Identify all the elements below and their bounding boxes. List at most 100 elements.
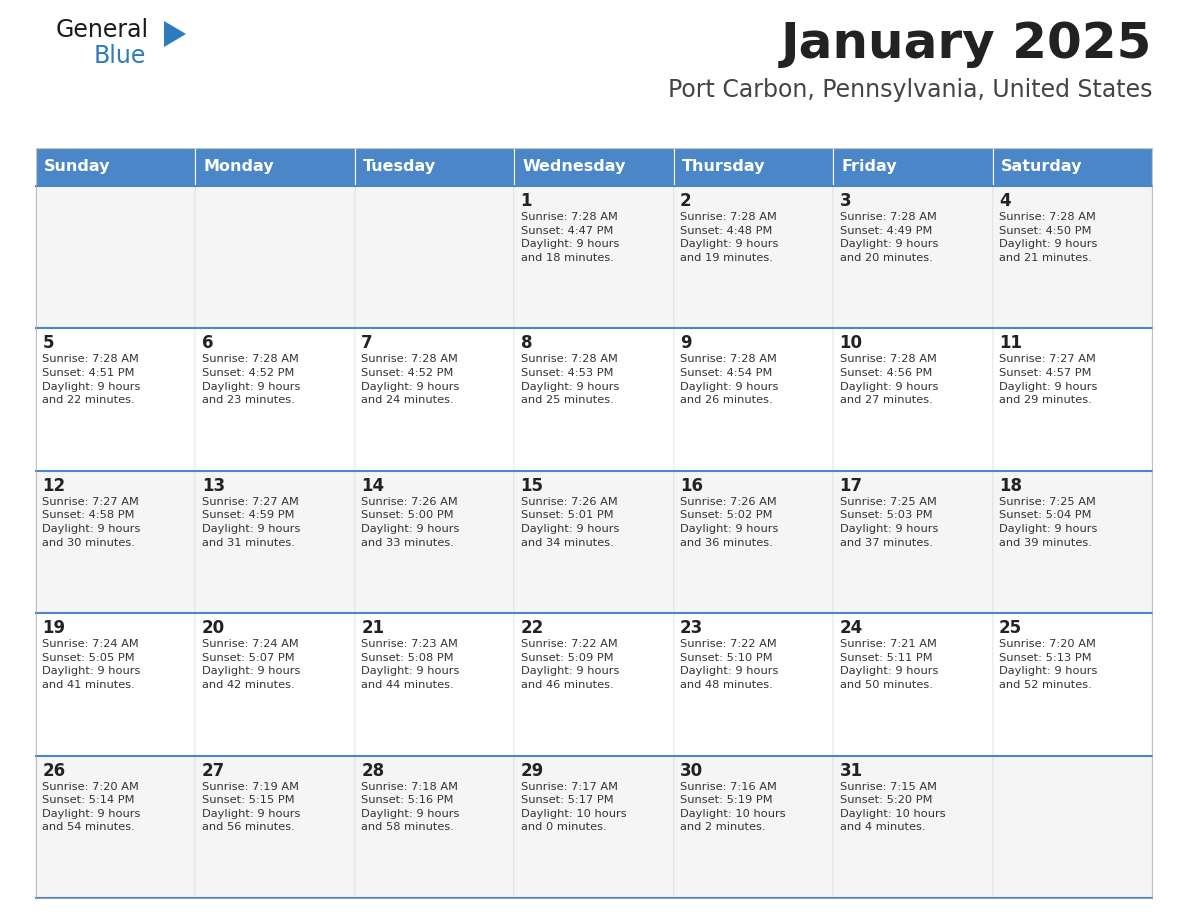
Text: 10: 10 xyxy=(840,334,862,353)
Bar xyxy=(514,471,674,613)
Text: 25: 25 xyxy=(999,620,1022,637)
Text: 8: 8 xyxy=(520,334,532,353)
Text: 3: 3 xyxy=(840,192,851,210)
Text: 9: 9 xyxy=(680,334,691,353)
Text: 30: 30 xyxy=(680,762,703,779)
Bar xyxy=(992,329,1152,471)
Text: 14: 14 xyxy=(361,476,385,495)
Text: Sunrise: 7:25 AM
Sunset: 5:04 PM
Daylight: 9 hours
and 39 minutes.: Sunrise: 7:25 AM Sunset: 5:04 PM Dayligh… xyxy=(999,497,1098,548)
Bar xyxy=(196,329,355,471)
Text: 11: 11 xyxy=(999,334,1022,353)
Bar xyxy=(674,471,833,613)
Text: 22: 22 xyxy=(520,620,544,637)
Text: Sunrise: 7:16 AM
Sunset: 5:19 PM
Daylight: 10 hours
and 2 minutes.: Sunrise: 7:16 AM Sunset: 5:19 PM Dayligh… xyxy=(680,781,785,833)
Text: Port Carbon, Pennsylvania, United States: Port Carbon, Pennsylvania, United States xyxy=(668,78,1152,102)
Text: Sunrise: 7:28 AM
Sunset: 4:53 PM
Daylight: 9 hours
and 25 minutes.: Sunrise: 7:28 AM Sunset: 4:53 PM Dayligh… xyxy=(520,354,619,405)
Text: Sunrise: 7:28 AM
Sunset: 4:47 PM
Daylight: 9 hours
and 18 minutes.: Sunrise: 7:28 AM Sunset: 4:47 PM Dayligh… xyxy=(520,212,619,263)
Text: Sunrise: 7:28 AM
Sunset: 4:50 PM
Daylight: 9 hours
and 21 minutes.: Sunrise: 7:28 AM Sunset: 4:50 PM Dayligh… xyxy=(999,212,1098,263)
Text: 18: 18 xyxy=(999,476,1022,495)
Text: 31: 31 xyxy=(840,762,862,779)
Bar xyxy=(514,186,674,329)
Text: Sunrise: 7:15 AM
Sunset: 5:20 PM
Daylight: 10 hours
and 4 minutes.: Sunrise: 7:15 AM Sunset: 5:20 PM Dayligh… xyxy=(840,781,946,833)
Text: Sunrise: 7:27 AM
Sunset: 4:58 PM
Daylight: 9 hours
and 30 minutes.: Sunrise: 7:27 AM Sunset: 4:58 PM Dayligh… xyxy=(43,497,140,548)
Bar xyxy=(196,186,355,329)
Bar xyxy=(992,613,1152,756)
Bar xyxy=(355,329,514,471)
Text: Sunrise: 7:17 AM
Sunset: 5:17 PM
Daylight: 10 hours
and 0 minutes.: Sunrise: 7:17 AM Sunset: 5:17 PM Dayligh… xyxy=(520,781,626,833)
Bar xyxy=(196,613,355,756)
Bar xyxy=(674,186,833,329)
Text: Sunrise: 7:24 AM
Sunset: 5:05 PM
Daylight: 9 hours
and 41 minutes.: Sunrise: 7:24 AM Sunset: 5:05 PM Dayligh… xyxy=(43,639,140,690)
Bar xyxy=(674,613,833,756)
Text: Sunrise: 7:27 AM
Sunset: 4:59 PM
Daylight: 9 hours
and 31 minutes.: Sunrise: 7:27 AM Sunset: 4:59 PM Dayligh… xyxy=(202,497,301,548)
Text: 4: 4 xyxy=(999,192,1011,210)
Bar xyxy=(514,613,674,756)
Text: Sunrise: 7:23 AM
Sunset: 5:08 PM
Daylight: 9 hours
and 44 minutes.: Sunrise: 7:23 AM Sunset: 5:08 PM Dayligh… xyxy=(361,639,460,690)
Text: 6: 6 xyxy=(202,334,214,353)
Text: 20: 20 xyxy=(202,620,225,637)
Bar xyxy=(833,186,992,329)
Bar xyxy=(355,186,514,329)
Bar xyxy=(833,148,992,186)
Text: 28: 28 xyxy=(361,762,385,779)
Text: 17: 17 xyxy=(840,476,862,495)
Bar xyxy=(355,613,514,756)
Text: Sunrise: 7:28 AM
Sunset: 4:56 PM
Daylight: 9 hours
and 27 minutes.: Sunrise: 7:28 AM Sunset: 4:56 PM Dayligh… xyxy=(840,354,937,405)
Bar xyxy=(992,148,1152,186)
Text: Sunrise: 7:28 AM
Sunset: 4:48 PM
Daylight: 9 hours
and 19 minutes.: Sunrise: 7:28 AM Sunset: 4:48 PM Dayligh… xyxy=(680,212,778,263)
Bar xyxy=(355,756,514,898)
Text: Sunrise: 7:28 AM
Sunset: 4:52 PM
Daylight: 9 hours
and 24 minutes.: Sunrise: 7:28 AM Sunset: 4:52 PM Dayligh… xyxy=(361,354,460,405)
Text: Sunrise: 7:22 AM
Sunset: 5:09 PM
Daylight: 9 hours
and 46 minutes.: Sunrise: 7:22 AM Sunset: 5:09 PM Dayligh… xyxy=(520,639,619,690)
Bar xyxy=(514,148,674,186)
Text: Sunrise: 7:28 AM
Sunset: 4:52 PM
Daylight: 9 hours
and 23 minutes.: Sunrise: 7:28 AM Sunset: 4:52 PM Dayligh… xyxy=(202,354,301,405)
Text: Sunrise: 7:28 AM
Sunset: 4:51 PM
Daylight: 9 hours
and 22 minutes.: Sunrise: 7:28 AM Sunset: 4:51 PM Dayligh… xyxy=(43,354,140,405)
Text: 24: 24 xyxy=(840,620,862,637)
Text: Monday: Monday xyxy=(203,160,274,174)
Text: 5: 5 xyxy=(43,334,53,353)
Bar xyxy=(36,148,196,186)
Text: Sunrise: 7:28 AM
Sunset: 4:54 PM
Daylight: 9 hours
and 26 minutes.: Sunrise: 7:28 AM Sunset: 4:54 PM Dayligh… xyxy=(680,354,778,405)
Bar xyxy=(674,756,833,898)
Text: January 2025: January 2025 xyxy=(781,20,1152,68)
Bar xyxy=(196,148,355,186)
Text: Sunrise: 7:28 AM
Sunset: 4:49 PM
Daylight: 9 hours
and 20 minutes.: Sunrise: 7:28 AM Sunset: 4:49 PM Dayligh… xyxy=(840,212,937,263)
Text: Sunrise: 7:27 AM
Sunset: 4:57 PM
Daylight: 9 hours
and 29 minutes.: Sunrise: 7:27 AM Sunset: 4:57 PM Dayligh… xyxy=(999,354,1098,405)
Text: Sunrise: 7:26 AM
Sunset: 5:01 PM
Daylight: 9 hours
and 34 minutes.: Sunrise: 7:26 AM Sunset: 5:01 PM Dayligh… xyxy=(520,497,619,548)
Text: 26: 26 xyxy=(43,762,65,779)
Bar xyxy=(36,148,1152,898)
Text: 2: 2 xyxy=(680,192,691,210)
Text: Tuesday: Tuesday xyxy=(362,160,436,174)
Bar xyxy=(196,471,355,613)
Text: 16: 16 xyxy=(680,476,703,495)
Text: 29: 29 xyxy=(520,762,544,779)
Bar xyxy=(196,756,355,898)
Text: 15: 15 xyxy=(520,476,544,495)
Text: 13: 13 xyxy=(202,476,225,495)
Bar xyxy=(992,471,1152,613)
Bar xyxy=(355,148,514,186)
Text: 21: 21 xyxy=(361,620,385,637)
Bar xyxy=(514,756,674,898)
Bar xyxy=(833,613,992,756)
Bar xyxy=(833,756,992,898)
Polygon shape xyxy=(164,21,187,47)
Text: Sunrise: 7:25 AM
Sunset: 5:03 PM
Daylight: 9 hours
and 37 minutes.: Sunrise: 7:25 AM Sunset: 5:03 PM Dayligh… xyxy=(840,497,937,548)
Bar xyxy=(674,148,833,186)
Text: Blue: Blue xyxy=(94,44,146,68)
Text: 19: 19 xyxy=(43,620,65,637)
Text: 1: 1 xyxy=(520,192,532,210)
Bar xyxy=(36,186,196,329)
Text: Wednesday: Wednesday xyxy=(523,160,626,174)
Text: 7: 7 xyxy=(361,334,373,353)
Text: Sunrise: 7:22 AM
Sunset: 5:10 PM
Daylight: 9 hours
and 48 minutes.: Sunrise: 7:22 AM Sunset: 5:10 PM Dayligh… xyxy=(680,639,778,690)
Text: Sunday: Sunday xyxy=(44,160,110,174)
Text: Sunrise: 7:21 AM
Sunset: 5:11 PM
Daylight: 9 hours
and 50 minutes.: Sunrise: 7:21 AM Sunset: 5:11 PM Dayligh… xyxy=(840,639,937,690)
Text: General: General xyxy=(56,18,150,42)
Text: Friday: Friday xyxy=(841,160,897,174)
Bar xyxy=(833,329,992,471)
Text: Sunrise: 7:26 AM
Sunset: 5:02 PM
Daylight: 9 hours
and 36 minutes.: Sunrise: 7:26 AM Sunset: 5:02 PM Dayligh… xyxy=(680,497,778,548)
Text: Thursday: Thursday xyxy=(682,160,765,174)
Text: Sunrise: 7:18 AM
Sunset: 5:16 PM
Daylight: 9 hours
and 58 minutes.: Sunrise: 7:18 AM Sunset: 5:16 PM Dayligh… xyxy=(361,781,460,833)
Bar xyxy=(833,471,992,613)
Bar xyxy=(514,329,674,471)
